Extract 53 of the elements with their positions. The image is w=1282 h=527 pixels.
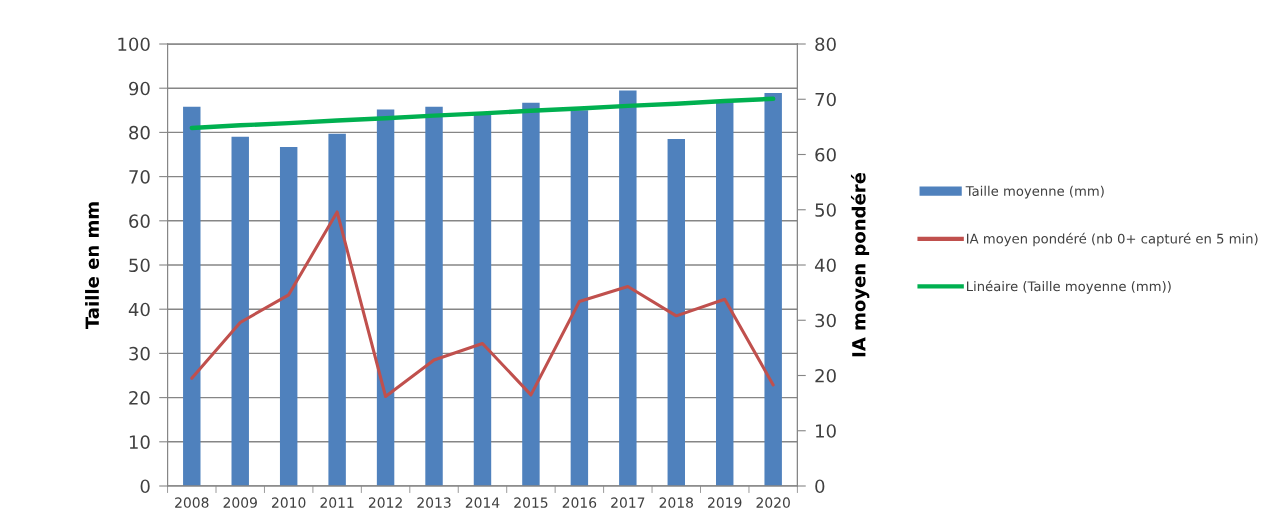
- x-tick-label: 2011: [320, 497, 354, 508]
- y2-tick-label: 30: [815, 313, 836, 328]
- line-series: [190, 210, 775, 399]
- x-tick-label: 2010: [272, 497, 306, 508]
- y2-tick-label: 80: [815, 37, 836, 52]
- legend-label: IA moyen pondéré (nb 0+ capturé en 5 min): [967, 232, 1258, 247]
- y-tick-label: 100: [118, 37, 150, 52]
- y2-tick-label: 70: [815, 92, 836, 107]
- line-series: [189, 96, 776, 131]
- x-tick-label: 2015: [514, 497, 548, 508]
- legend-label: Taille moyenne (mm): [965, 185, 1104, 199]
- y2-tick-label: 0: [815, 479, 825, 494]
- bar: [716, 101, 734, 486]
- x-tick-label: 2020: [756, 497, 790, 508]
- y2-tick-label: 60: [815, 147, 836, 162]
- x-tick-label: 2009: [223, 497, 257, 508]
- y2-tick-label: 20: [815, 368, 836, 383]
- y-tick-label: 40: [128, 302, 150, 317]
- y-tick-label: 0: [140, 479, 150, 494]
- y2-tick-label: 50: [815, 203, 836, 217]
- bar: [279, 146, 298, 486]
- bar: [473, 112, 492, 486]
- bar: [667, 139, 685, 486]
- y-tick-label: 60: [129, 214, 150, 228]
- bar: [328, 133, 346, 486]
- y-tick-label: 50: [129, 258, 150, 273]
- x-tick-label: 2016: [562, 497, 597, 508]
- y-tick-label: 90: [129, 81, 150, 96]
- y-axis-title: Taille en mm: [85, 202, 100, 330]
- legend-label: Linéaire (Taille moyenne (mm)): [967, 280, 1171, 294]
- x-tick-label: 2013: [417, 497, 451, 508]
- y-tick-label: 30: [129, 346, 150, 361]
- y2-tick-label: 40: [814, 258, 836, 273]
- bar: [231, 136, 249, 486]
- y2-tick-label: 10: [816, 424, 836, 438]
- x-tick-label: 2019: [708, 497, 742, 508]
- bar: [764, 93, 782, 486]
- bar: [183, 106, 201, 486]
- y-tick-label: 70: [129, 170, 150, 184]
- bar: [522, 102, 540, 486]
- x-tick-label: 2014: [465, 497, 500, 508]
- y-tick-label: 80: [129, 125, 150, 140]
- bar: [376, 109, 395, 486]
- y-tick-label: 10: [129, 435, 150, 449]
- x-tick-label: 2008: [175, 497, 209, 508]
- x-tick-label: 2012: [368, 497, 402, 508]
- bar: [619, 90, 637, 486]
- y2-axis-title: IA moyen pondéré: [850, 172, 870, 357]
- x-tick-label: 2018: [659, 497, 693, 508]
- bar: [570, 110, 589, 486]
- bar: [425, 106, 443, 486]
- y-tick-label: 20: [129, 391, 150, 405]
- x-tick-label: 2017: [611, 497, 645, 508]
